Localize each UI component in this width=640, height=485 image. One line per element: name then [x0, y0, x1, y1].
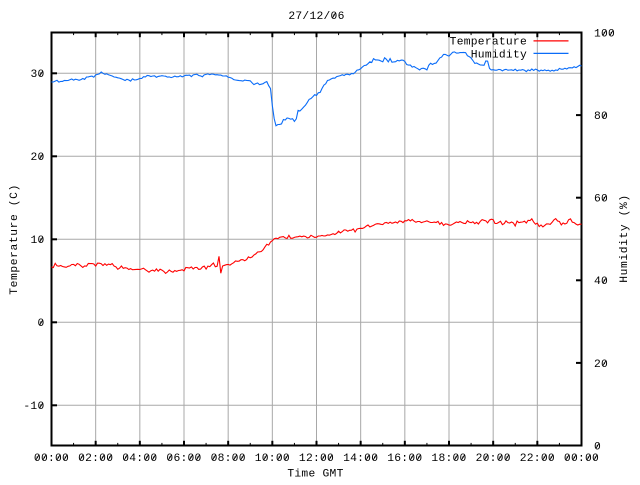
svg-text:Humidity (%): Humidity (%): [619, 194, 631, 283]
svg-text:02:00: 02:00: [78, 453, 113, 465]
svg-text:60: 60: [594, 194, 608, 206]
svg-text:22:00: 22:00: [520, 453, 555, 465]
svg-text:-10: -10: [23, 401, 44, 413]
svg-text:20:00: 20:00: [476, 453, 511, 465]
svg-text:20: 20: [594, 359, 608, 371]
svg-text:80: 80: [594, 111, 608, 123]
svg-text:16:00: 16:00: [387, 453, 422, 465]
svg-text:08:00: 08:00: [211, 453, 246, 465]
svg-text:Temperature: Temperature: [450, 37, 527, 49]
svg-text:100: 100: [594, 28, 615, 40]
svg-text:00:00: 00:00: [564, 453, 599, 465]
svg-text:12:00: 12:00: [299, 453, 334, 465]
svg-text:06:00: 06:00: [166, 453, 201, 465]
svg-text:Humidity: Humidity: [471, 49, 527, 61]
svg-text:04:00: 04:00: [122, 453, 157, 465]
svg-text:Time GMT: Time GMT: [287, 469, 343, 480]
svg-text:0: 0: [594, 441, 601, 453]
svg-text:10:00: 10:00: [255, 453, 290, 465]
svg-text:20: 20: [30, 152, 44, 164]
svg-text:18:00: 18:00: [431, 453, 466, 465]
svg-text:30: 30: [30, 69, 44, 81]
svg-text:40: 40: [594, 276, 608, 288]
svg-text:10: 10: [30, 235, 44, 247]
svg-text:Temperature (C): Temperature (C): [9, 184, 21, 295]
svg-text:00:00: 00:00: [34, 453, 69, 465]
svg-text:14:00: 14:00: [343, 453, 378, 465]
svg-text:0: 0: [37, 318, 44, 330]
svg-text:27/12/06: 27/12/06: [288, 11, 344, 23]
